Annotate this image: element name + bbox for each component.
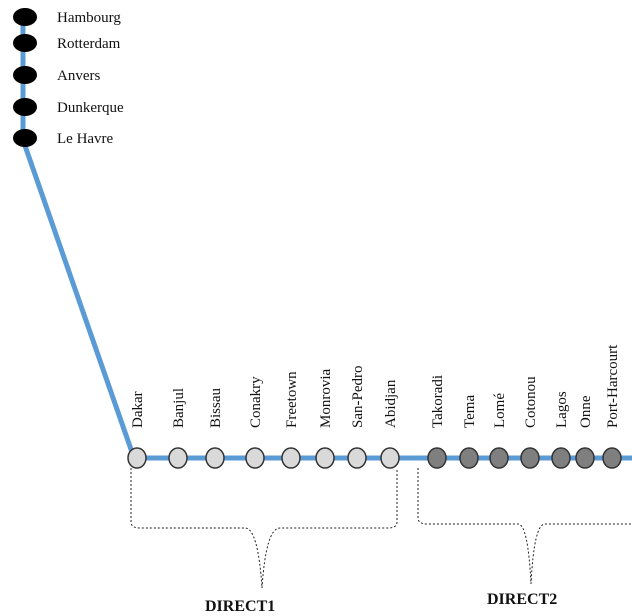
port-marker-anvers	[13, 66, 37, 84]
port-marker-tema	[459, 447, 479, 469]
port-marker-cotonou	[520, 447, 540, 469]
port-marker-san-pedro	[347, 447, 367, 469]
direct2-bracket	[417, 468, 632, 585]
port-marker-dunkerque	[13, 98, 37, 116]
port-label-freetown: Freetown	[284, 371, 300, 428]
port-label-rotterdam: Rotterdam	[57, 36, 121, 52]
port-label-hambourg: Hambourg	[57, 10, 121, 26]
port-marker-onne	[575, 447, 595, 469]
port-label-tema: Tema	[462, 395, 478, 428]
port-label-abidjan: Abidjan	[383, 379, 399, 428]
port-marker-port-harcourt	[602, 447, 622, 469]
port-marker-le-havre	[13, 129, 37, 147]
port-label-port-harcourt: Port-Harcourt	[605, 344, 621, 428]
port-label-lom-: Lomé	[492, 393, 508, 428]
port-label-dunkerque: Dunkerque	[57, 100, 124, 116]
port-marker-monrovia	[315, 447, 335, 469]
direct2-ports: Takoradi Tema Lomé Cotonou Lagos Onne Port-Har…	[427, 344, 622, 469]
port-marker-rotterdam	[13, 34, 37, 52]
port-label-takoradi: Takoradi	[430, 375, 446, 428]
port-label-bissau: Bissau	[208, 387, 224, 428]
port-marker-bissau	[205, 447, 225, 469]
route-line-descent	[20, 139, 137, 459]
port-label-onne: Onne	[578, 395, 594, 428]
port-marker-freetown	[281, 447, 301, 469]
port-label-san-pedro: San-Pedro	[350, 366, 366, 429]
direct1-bracket	[130, 468, 398, 589]
port-label-anvers: Anvers	[57, 68, 100, 84]
port-label-le-havre: Le Havre	[57, 131, 114, 147]
port-label-conakry: Conakry	[248, 376, 264, 428]
direct1-ports: Dakar Banjul Bissau Conakry Freetown Monrovia…	[127, 366, 400, 469]
port-marker-abidjan	[380, 447, 400, 469]
port-label-lagos: Lagos	[554, 391, 570, 428]
europe-ports: Hambourg Rotterdam Anvers Dunkerque Le Havre	[13, 8, 124, 147]
direct1-label: DIRECT1	[205, 598, 275, 615]
port-marker-banjul	[168, 447, 188, 469]
port-marker-takoradi	[427, 447, 447, 469]
port-label-monrovia: Monrovia	[318, 369, 334, 429]
port-marker-lagos	[551, 447, 571, 469]
port-label-cotonou: Cotonou	[523, 376, 539, 428]
port-marker-dakar	[127, 447, 147, 469]
port-marker-lom-	[489, 447, 509, 469]
port-label-banjul: Banjul	[171, 388, 187, 428]
port-marker-hambourg	[13, 8, 37, 26]
port-marker-conakry	[245, 447, 265, 469]
direct2-label: DIRECT2	[487, 591, 557, 608]
port-label-dakar: Dakar	[130, 391, 146, 428]
